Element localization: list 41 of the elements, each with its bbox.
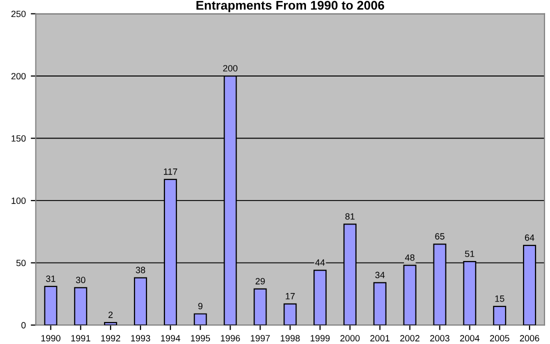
data-label: 44: [315, 259, 325, 266]
y-tick-label: 250: [11, 10, 26, 18]
y-tick-label: 150: [12, 135, 26, 142]
data-label: 64: [524, 234, 534, 241]
y-tick-label: 0: [21, 322, 26, 328]
x-tick-label: 1999: [310, 335, 330, 342]
data-label: 65: [435, 233, 444, 240]
data-label: 30: [76, 276, 86, 284]
x-tick-label: 1990: [41, 335, 60, 342]
y-tick-label: 100: [12, 198, 26, 204]
data-label: 51: [465, 250, 474, 258]
data-label: 9: [198, 302, 202, 310]
x-tick-label: 1998: [280, 335, 300, 342]
x-tick-label: 2001: [370, 335, 390, 342]
data-label: 2: [108, 312, 113, 318]
data-label: 31: [46, 276, 56, 282]
x-tick-label: 2003: [430, 335, 450, 342]
x-tick-label: 1996: [220, 335, 240, 342]
x-tick-label: 1992: [101, 335, 120, 342]
x-tick-label: 2004: [460, 335, 480, 342]
x-tick-label: 1991: [71, 335, 90, 342]
data-label: 34: [375, 272, 385, 278]
x-tick-label: 1994: [161, 335, 180, 342]
x-tick-label: 1995: [190, 335, 210, 342]
y-tick-label: 200: [11, 72, 26, 80]
x-tick-label: 2000: [340, 335, 360, 342]
data-label: 17: [286, 293, 295, 300]
data-label: 15: [495, 296, 504, 302]
x-tick-label: 2005: [490, 335, 510, 342]
x-tick-label: 1993: [131, 335, 150, 342]
data-label: 117: [164, 168, 178, 175]
chart-title: Entrapments From 1990 to 2006: [196, 0, 384, 12]
x-tick-label: 2002: [400, 335, 420, 342]
data-label: 48: [405, 254, 414, 261]
data-label: 81: [345, 213, 355, 220]
y-tick-label: 50: [16, 260, 26, 266]
x-tick-label: 2006: [520, 335, 540, 342]
x-tick-label: 1997: [250, 335, 270, 342]
data-label: 29: [256, 278, 265, 284]
data-label: 38: [136, 266, 146, 274]
data-label: 200: [223, 65, 238, 72]
